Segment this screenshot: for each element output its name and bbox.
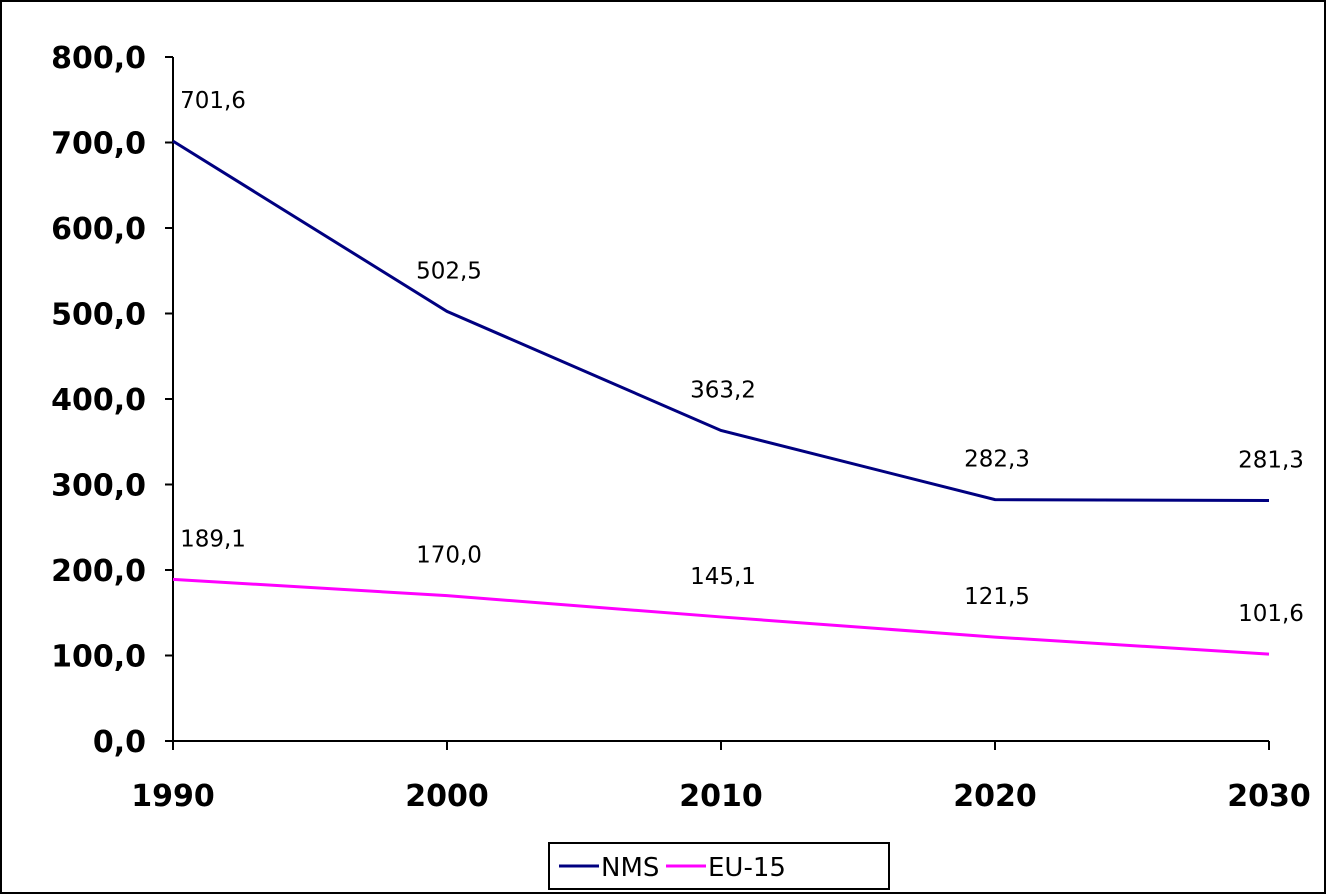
legend-label-nms: NMS bbox=[601, 853, 659, 883]
data-label-nms: 502,5 bbox=[416, 258, 482, 284]
y-tick-label: 300,0 bbox=[51, 469, 146, 504]
y-tick-label: 400,0 bbox=[51, 383, 146, 418]
y-tick-label: 700,0 bbox=[51, 127, 146, 162]
series-lines bbox=[172, 139, 1270, 656]
legend-label-eu-15: EU-15 bbox=[708, 853, 786, 883]
data-label-eu-15: 121,5 bbox=[964, 584, 1030, 610]
data-label-eu-15: 170,0 bbox=[416, 543, 482, 569]
x-tick-label: 2000 bbox=[405, 779, 489, 814]
axes: 0,0 100,0 200,0 300,0 400,0 500,0 600,0 700,0 80… bbox=[51, 41, 1311, 814]
y-tick-label: 0,0 bbox=[93, 725, 146, 760]
data-label-eu-15: 101,6 bbox=[1238, 601, 1304, 627]
series-line-eu-15 bbox=[172, 577, 1270, 656]
data-label-nms: 282,3 bbox=[964, 447, 1030, 473]
y-tick-label: 800,0 bbox=[51, 41, 146, 76]
x-tick-label: 2030 bbox=[1227, 779, 1311, 814]
x-tick-label: 1990 bbox=[131, 779, 215, 814]
x-tick-label: 2010 bbox=[679, 779, 763, 814]
x-tick-label: 2020 bbox=[953, 779, 1037, 814]
legend-box bbox=[548, 842, 890, 890]
series-line-nms bbox=[172, 139, 1270, 502]
data-label-eu-15: 189,1 bbox=[180, 526, 246, 552]
data-label-nms: 701,6 bbox=[180, 88, 246, 114]
data-label-nms: 281,3 bbox=[1238, 447, 1304, 473]
data-label-nms: 363,2 bbox=[690, 377, 756, 403]
y-tick-label: 500,0 bbox=[51, 298, 146, 333]
data-label-eu-15: 145,1 bbox=[690, 564, 756, 590]
y-tick-label: 600,0 bbox=[51, 212, 146, 247]
y-tick-label: 200,0 bbox=[51, 554, 146, 589]
data-labels: 701,6 502,5 363,2 282,3 281,3 189,1 170,0 145,1… bbox=[180, 88, 1304, 627]
y-tick-label: 100,0 bbox=[51, 640, 146, 675]
legend: NMS EU-15 bbox=[548, 842, 890, 890]
